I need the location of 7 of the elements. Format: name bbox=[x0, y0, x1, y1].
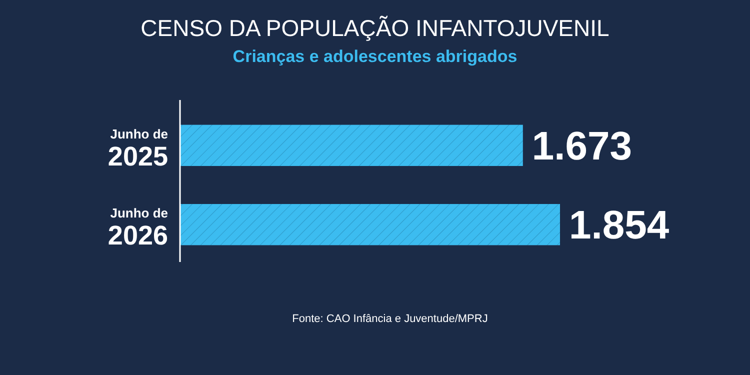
source-note: Fonte: CAO Infância e Juventude/MPRJ bbox=[292, 313, 488, 325]
y-tick-label: Junho de 2025 bbox=[108, 126, 168, 172]
y-tick-label: Junho de 2026 bbox=[108, 206, 168, 251]
chart-subtitle: Crianças e adolescentes abrigados bbox=[232, 47, 518, 66]
data-label: 1.673 bbox=[532, 124, 632, 168]
data-label: 1.854 bbox=[569, 204, 670, 248]
chart-title: CENSO DA POPULAÇÃO INFANTOJUVENIL bbox=[140, 15, 610, 41]
